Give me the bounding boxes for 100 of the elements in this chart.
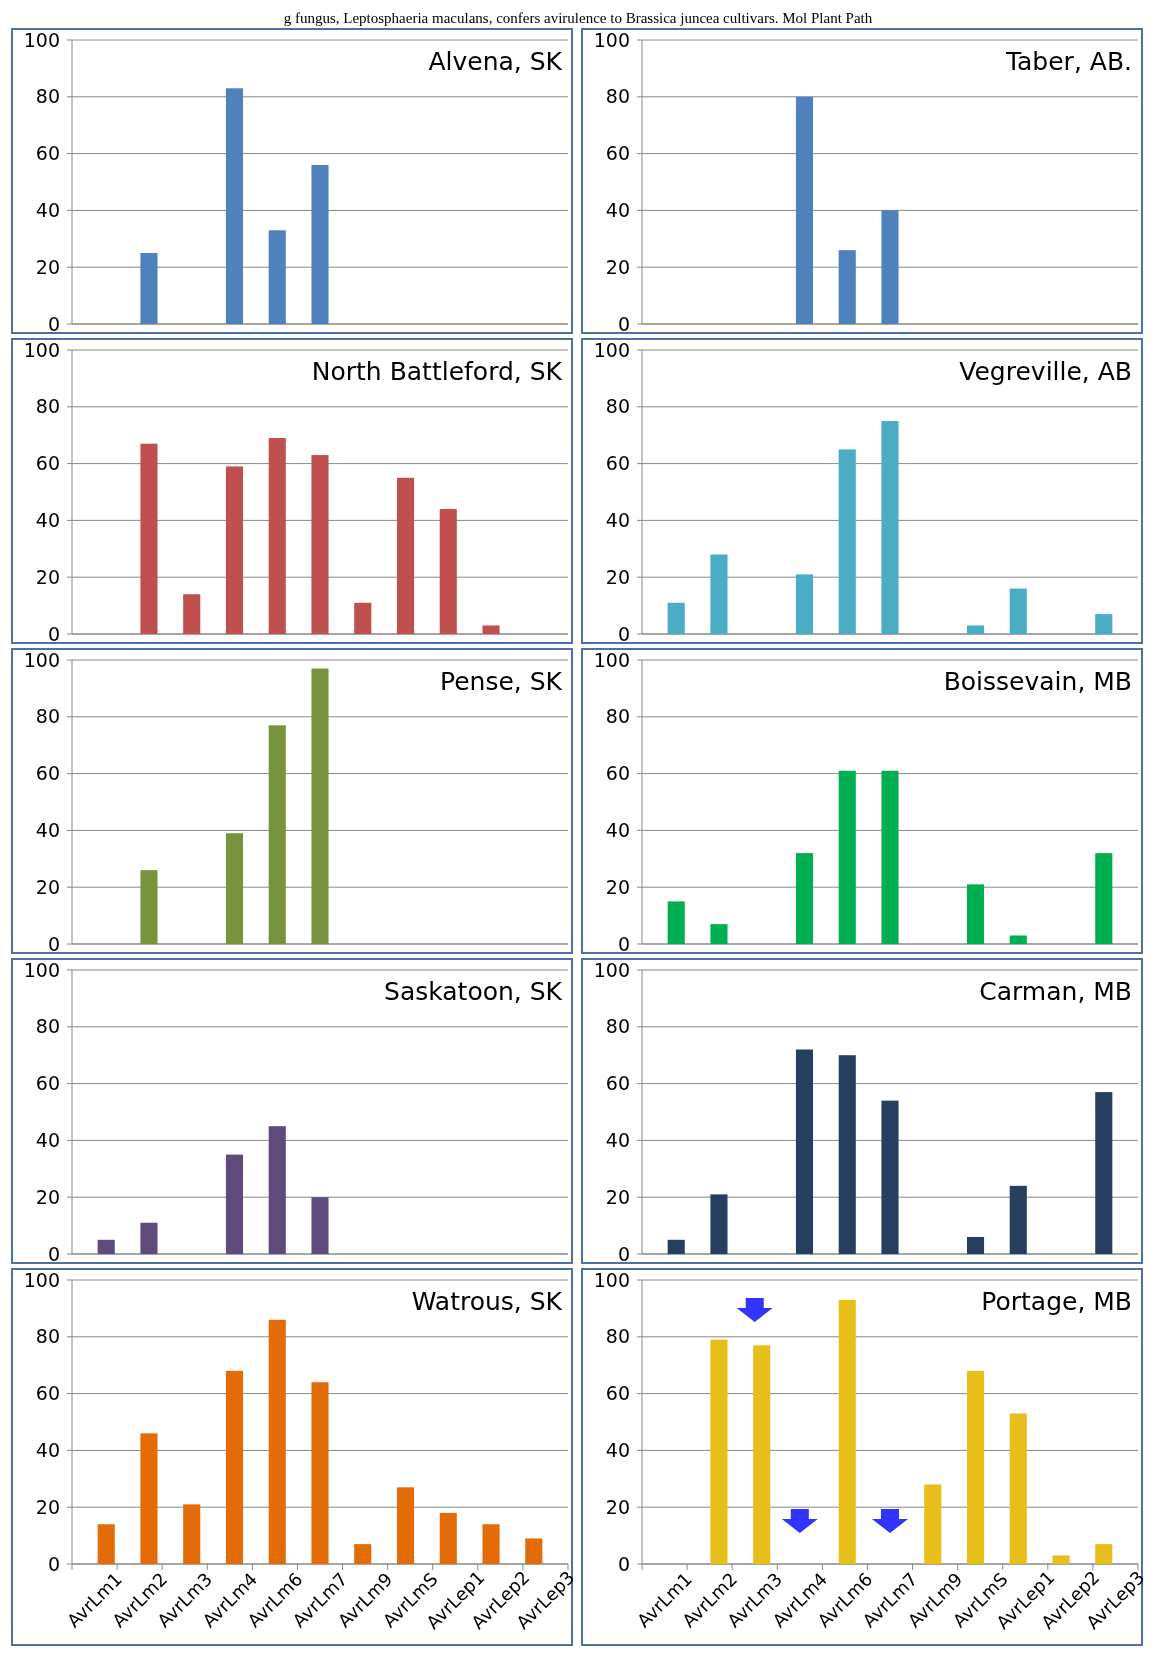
y-tick-label: 80 (35, 85, 60, 108)
y-tick-label: 20 (35, 875, 60, 898)
chart-title: Pense, SK (440, 667, 563, 696)
bar (838, 1055, 856, 1254)
y-tick-label: 0 (617, 932, 630, 955)
bar (140, 1433, 158, 1564)
bar (439, 1512, 457, 1564)
bar (439, 509, 457, 634)
y-tick-label: 0 (617, 1242, 630, 1265)
bar (667, 901, 685, 944)
bar (881, 210, 899, 324)
y-tick-label: 0 (47, 1552, 60, 1575)
bar (311, 455, 329, 634)
y-tick-label: 100 (23, 338, 60, 361)
y-tick-label: 60 (35, 762, 60, 785)
bar (140, 253, 158, 324)
bar (795, 574, 814, 634)
y-tick-label: 60 (35, 1382, 60, 1405)
text: g fungus, Leptosphaeria maculans, confers avirulence to Brassica juncea cultivars. Mol Plant Path (283, 10, 873, 26)
bar (667, 1239, 685, 1254)
bar (140, 1222, 158, 1254)
y-tick-label: 60 (605, 142, 630, 165)
y-tick-label: 20 (605, 255, 630, 278)
bar (268, 438, 286, 634)
y-tick-label: 20 (35, 1185, 60, 1208)
y-tick-label: 20 (35, 1495, 60, 1518)
bar (354, 1544, 372, 1564)
bar (710, 1194, 728, 1254)
bar (966, 625, 985, 634)
chart-title: Carman, MB (979, 977, 1132, 1006)
y-tick-label: 60 (35, 142, 60, 165)
y-tick-label: 40 (35, 819, 60, 842)
y-tick-label: 40 (605, 509, 630, 532)
y-tick-label: 80 (35, 395, 60, 418)
bar (966, 1370, 985, 1564)
bar (753, 1345, 771, 1564)
y-tick-label: 60 (605, 1382, 630, 1405)
bar (1052, 1555, 1070, 1564)
y-tick-label: 40 (35, 1129, 60, 1152)
y-tick-label: 40 (605, 199, 630, 222)
y-tick-label: 20 (605, 875, 630, 898)
bar (966, 884, 985, 944)
y-tick-label: 100 (593, 338, 630, 361)
bar (140, 870, 158, 944)
bar (838, 770, 856, 944)
y-tick-label: 60 (35, 452, 60, 475)
chart-title: Taber, AB. (1004, 47, 1132, 76)
bar (482, 625, 500, 634)
bar (225, 833, 244, 944)
y-tick-label: 60 (605, 1072, 630, 1095)
chart-title: Alvena, SK (428, 47, 563, 76)
bar (881, 421, 899, 634)
chart-title: Boissevain, MB (943, 667, 1132, 696)
y-tick-label: 20 (605, 565, 630, 588)
y-tick-label: 100 (593, 28, 630, 51)
y-tick-label: 40 (35, 199, 60, 222)
y-tick-label: 20 (605, 1495, 630, 1518)
bar (795, 96, 814, 324)
bar (311, 164, 329, 324)
bar (225, 1370, 244, 1564)
y-tick-label: 20 (35, 565, 60, 588)
y-tick-label: 80 (35, 1325, 60, 1348)
y-tick-label: 60 (605, 762, 630, 785)
y-tick-label: 40 (35, 509, 60, 532)
bar (710, 924, 728, 944)
bar (1095, 853, 1113, 944)
bar (97, 1524, 115, 1564)
bar (1095, 1544, 1113, 1564)
bar (838, 250, 856, 324)
y-tick-label: 80 (605, 1325, 630, 1348)
y-tick-label: 0 (617, 312, 630, 335)
y-tick-label: 80 (605, 85, 630, 108)
y-tick-label: 80 (605, 705, 630, 728)
y-tick-label: 0 (47, 622, 60, 645)
bar (525, 1538, 543, 1564)
bar (710, 1339, 728, 1564)
bar (225, 1154, 244, 1254)
y-tick-label: 40 (605, 1439, 630, 1462)
bar (268, 725, 286, 944)
bar (225, 466, 244, 634)
y-tick-label: 0 (47, 1242, 60, 1265)
bar (311, 1382, 329, 1564)
y-tick-label: 0 (47, 312, 60, 335)
y-tick-label: 20 (605, 1185, 630, 1208)
chart-title: Vegreville, AB (959, 357, 1132, 386)
bar (482, 1524, 500, 1564)
y-tick-label: 80 (35, 1015, 60, 1038)
bar (1009, 1185, 1027, 1254)
y-tick-label: 0 (617, 622, 630, 645)
y-tick-label: 80 (35, 705, 60, 728)
bar (268, 1126, 286, 1254)
bar (183, 594, 201, 634)
y-tick-label: 100 (593, 648, 630, 671)
bar (396, 1487, 415, 1564)
bar (924, 1484, 942, 1564)
y-tick-label: 100 (23, 1268, 60, 1291)
chart-title: Portage, MB (981, 1287, 1132, 1316)
y-tick-label: 40 (605, 1129, 630, 1152)
bar (710, 554, 728, 634)
y-tick-label: 100 (593, 1268, 630, 1291)
